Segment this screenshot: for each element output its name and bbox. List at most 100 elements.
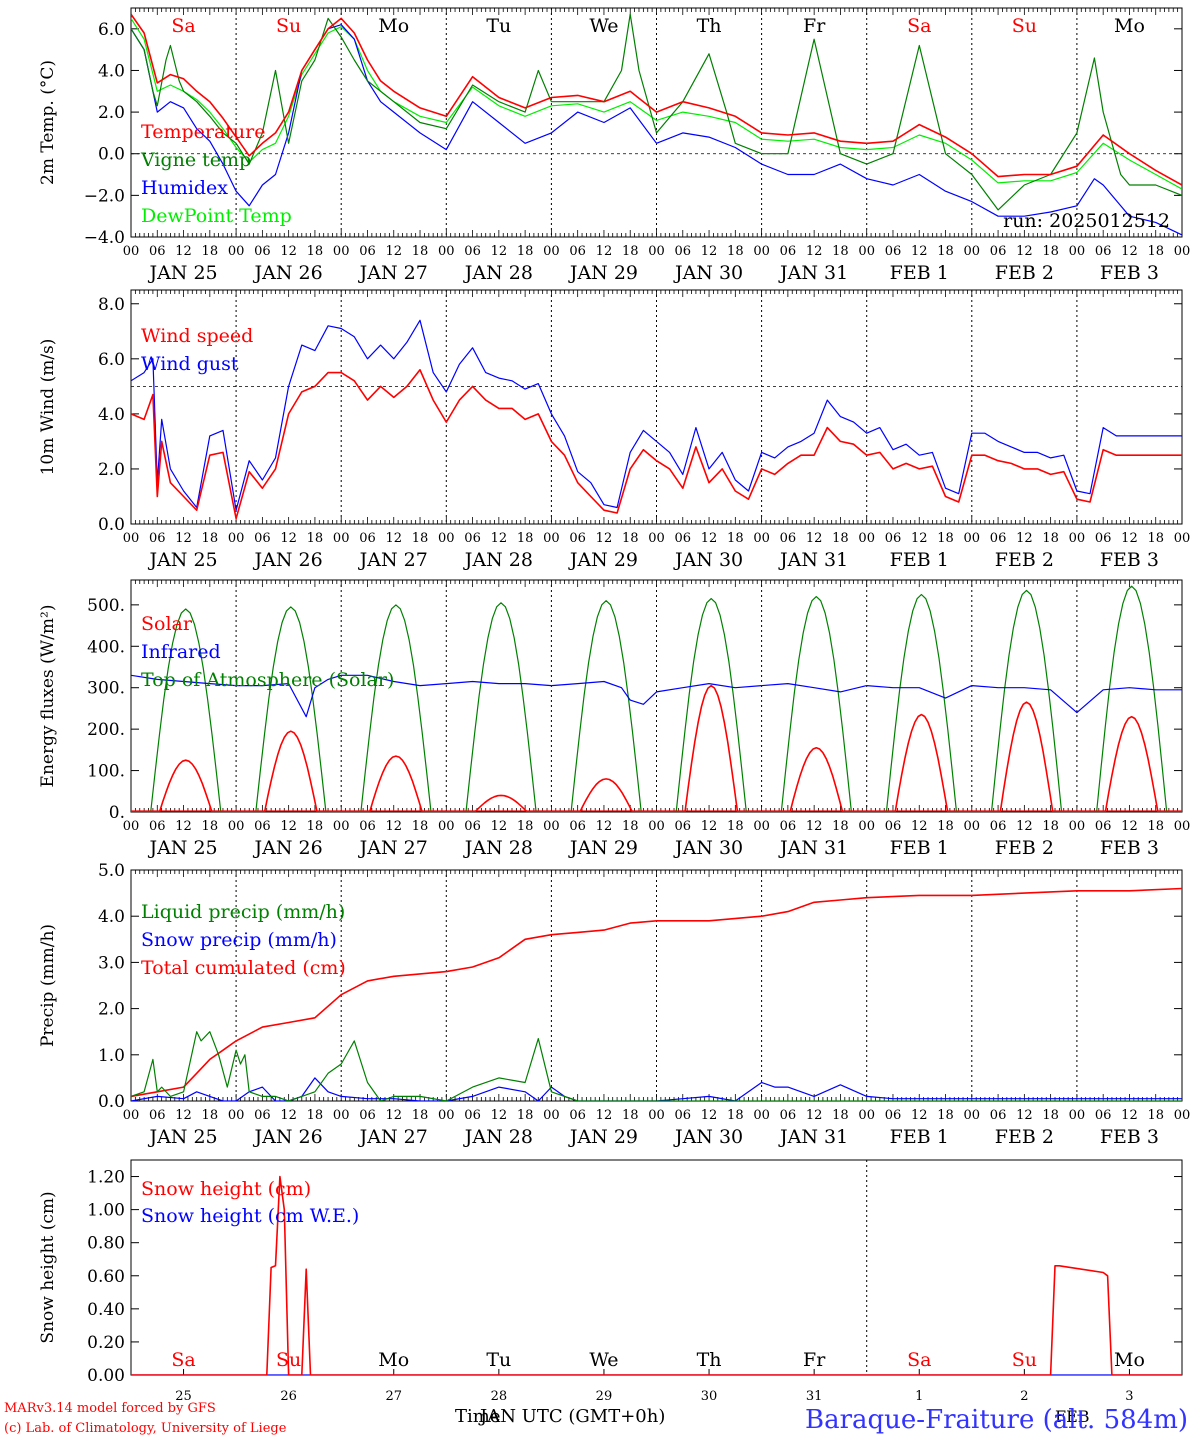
x-hour-label: 12 bbox=[175, 1108, 192, 1123]
x-hour-label: 18 bbox=[727, 1108, 744, 1123]
x-hour-label: 06 bbox=[254, 244, 271, 259]
x-hour-label: 12 bbox=[596, 531, 613, 546]
x-day-label: JAN 31 bbox=[778, 262, 848, 284]
x-hour-label: 06 bbox=[359, 244, 376, 259]
x-hour-label: 12 bbox=[806, 244, 823, 259]
panel-1: 6.0 4.0 2.0 0.0 −2.0 −4.0 2m Temp. (°C) 00 06 12 1… bbox=[38, 7, 1190, 284]
x-hour-label: 18 bbox=[727, 244, 744, 259]
weekday-label: We bbox=[589, 1349, 618, 1371]
x-hour-label: 12 bbox=[701, 819, 718, 834]
x-day-label: JAN 26 bbox=[253, 837, 323, 859]
x-hour-label: 00 bbox=[648, 531, 665, 546]
x-hour-label: 12 bbox=[175, 244, 192, 259]
x-hour-label: 00 bbox=[543, 244, 560, 259]
panel-4: 5.0 4.0 3.0 2.0 1.0 0.0 Precip (mm/h) 00 06 12 18 0… bbox=[38, 861, 1190, 1148]
x-hour-label: 12 bbox=[1016, 1108, 1033, 1123]
legend-entry: Liquid precip (mm/h) bbox=[141, 901, 345, 923]
x-day-label: FEB 2 bbox=[995, 837, 1054, 859]
x-hour-label: 00 bbox=[228, 531, 245, 546]
y-tick-label: −2.0 bbox=[84, 186, 125, 206]
legend-entry: Solar bbox=[141, 613, 193, 635]
x-hour-label: 18 bbox=[622, 1108, 639, 1123]
x-hour-label: 06 bbox=[254, 531, 271, 546]
x-hour-label: 12 bbox=[1121, 531, 1138, 546]
x-hour-label: 06 bbox=[149, 244, 166, 259]
x-hour-label: 12 bbox=[806, 1108, 823, 1123]
x-hour-label: 18 bbox=[727, 819, 744, 834]
x-hour-label: 00 bbox=[228, 1108, 245, 1123]
y-tick-label: 1.0 bbox=[98, 1046, 125, 1066]
x-day-number: 25 bbox=[175, 1389, 192, 1404]
x-hour-label: 06 bbox=[464, 819, 481, 834]
x-hour-label: 12 bbox=[806, 819, 823, 834]
x-hour-label: 06 bbox=[885, 1108, 902, 1123]
x-hour-label: 18 bbox=[517, 244, 534, 259]
x-hour-label: 18 bbox=[307, 531, 324, 546]
x-hour-label: 12 bbox=[911, 531, 928, 546]
y-axis-label: Energy fluxes (W/m²) bbox=[38, 605, 58, 788]
y-tick-label: 3.0 bbox=[98, 953, 125, 973]
x-hour-label: 00 bbox=[333, 244, 350, 259]
x-hour-label: 12 bbox=[385, 1108, 402, 1123]
x-day-number: 31 bbox=[806, 1389, 823, 1404]
y-tick-label: 100. bbox=[87, 762, 125, 782]
x-hour-label: 12 bbox=[806, 531, 823, 546]
x-day-label: JAN 29 bbox=[568, 837, 638, 859]
series-line-wind-gust bbox=[131, 319, 1182, 511]
x-hour-label: 18 bbox=[622, 531, 639, 546]
x-hour-label: 12 bbox=[701, 1108, 718, 1123]
x-hour-label: 18 bbox=[412, 244, 429, 259]
weekday-label: Mo bbox=[378, 1349, 409, 1371]
weekday-label: Su bbox=[1012, 1349, 1037, 1371]
weekday-label: Sa bbox=[907, 1349, 931, 1371]
weekday-label: Fr bbox=[803, 1349, 826, 1371]
y-tick-label: 0.0 bbox=[98, 1092, 125, 1112]
x-hour-label: 00 bbox=[1069, 1108, 1086, 1123]
series-group bbox=[131, 887, 1182, 1101]
x-day-label: FEB 3 bbox=[1100, 1126, 1159, 1148]
x-hour-label: 00 bbox=[123, 819, 140, 834]
x-day-label: JAN 30 bbox=[673, 1126, 743, 1148]
series-line-solar bbox=[133, 684, 1182, 812]
x-hour-label: 12 bbox=[385, 244, 402, 259]
x-hour-label: 18 bbox=[937, 531, 954, 546]
legend-entry: Vigne temp bbox=[140, 149, 251, 171]
x-day-label: FEB 2 bbox=[995, 262, 1054, 284]
x-day-label: JAN 28 bbox=[463, 1126, 533, 1148]
x-hour-label: 06 bbox=[569, 1108, 586, 1123]
x-day-label: JAN 31 bbox=[778, 1126, 848, 1148]
legend-entry: DewPoint Temp bbox=[141, 205, 292, 227]
x-day-label: FEB 3 bbox=[1100, 549, 1159, 571]
y-tick-label: 4.0 bbox=[98, 405, 125, 425]
x-hour-label: 06 bbox=[675, 819, 692, 834]
x-hour-label: 18 bbox=[307, 1108, 324, 1123]
x-hour-label: 00 bbox=[753, 244, 770, 259]
x-day-number: 26 bbox=[280, 1389, 297, 1404]
x-day-number: 28 bbox=[491, 1389, 508, 1404]
y-tick-label: 1.20 bbox=[87, 1168, 125, 1188]
x-hour-label: 00 bbox=[1174, 1108, 1191, 1123]
y-tick-label: 2.0 bbox=[98, 460, 125, 480]
y-tick-label: 0.0 bbox=[98, 515, 125, 535]
footer: MARv3.14 model forced by GFS (c) Lab. of… bbox=[4, 1401, 1188, 1436]
legend-entry: Wind gust bbox=[141, 353, 239, 375]
x-hour-label: 00 bbox=[438, 819, 455, 834]
x-hour-label: 00 bbox=[753, 1108, 770, 1123]
series-group bbox=[131, 319, 1182, 520]
x-hour-label: 12 bbox=[1121, 244, 1138, 259]
x-hour-label: 06 bbox=[780, 531, 797, 546]
legend-entry: Top of Atmosphere (Solar) bbox=[141, 669, 394, 691]
series-line-total-cumulated-cm bbox=[131, 887, 1182, 1098]
x-day-label: JAN 26 bbox=[253, 1126, 323, 1148]
x-day-number: 3 bbox=[1125, 1389, 1133, 1404]
x-hour-label: 00 bbox=[333, 819, 350, 834]
x-hour-label: 12 bbox=[911, 244, 928, 259]
x-day-number: 1 bbox=[915, 1389, 923, 1404]
x-hour-label: 00 bbox=[333, 531, 350, 546]
x-hour-label: 12 bbox=[491, 819, 508, 834]
x-hour-label: 18 bbox=[412, 531, 429, 546]
x-hour-label: 12 bbox=[1016, 244, 1033, 259]
weekday-label: Th bbox=[697, 15, 722, 37]
series-line-dewpoint-temp bbox=[131, 18, 1182, 190]
x-day-label: JAN 28 bbox=[463, 262, 533, 284]
